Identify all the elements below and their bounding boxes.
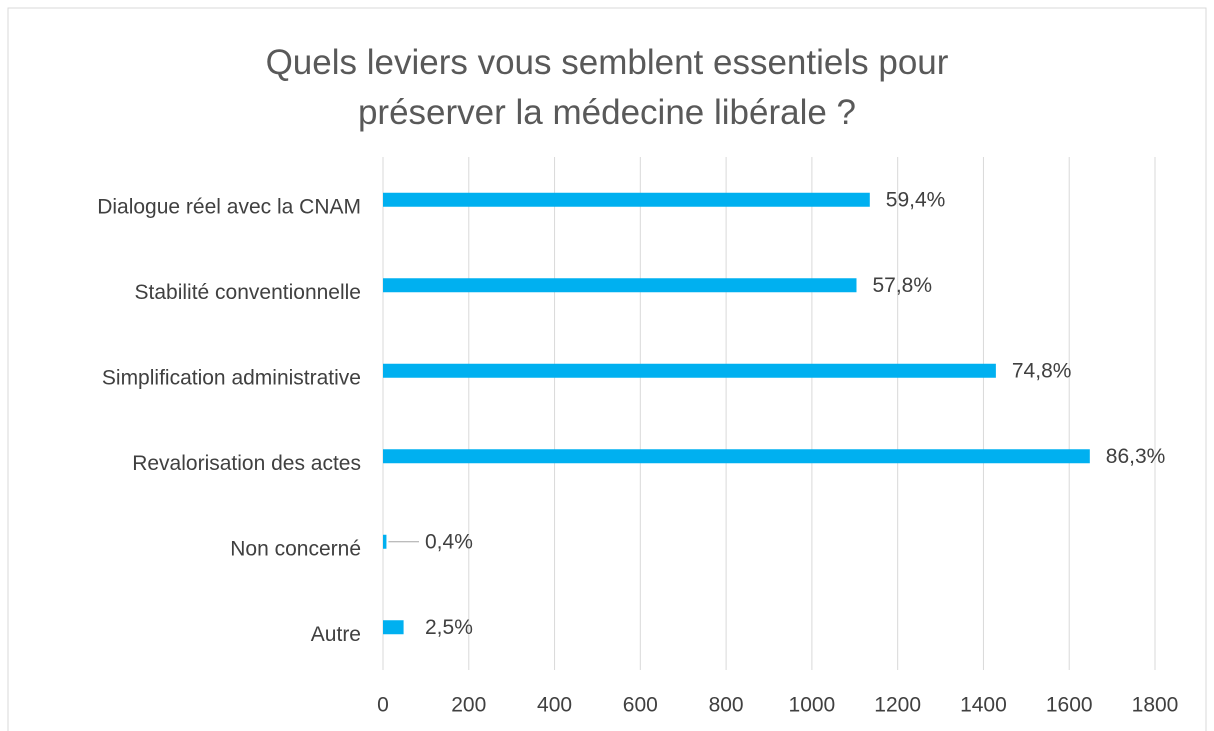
x-tick-label: 1200 bbox=[874, 694, 921, 717]
x-tick-label: 1400 bbox=[960, 694, 1007, 717]
x-tick-label: 600 bbox=[623, 694, 658, 717]
bar bbox=[383, 278, 857, 293]
y-tick-label: Non concerné bbox=[230, 537, 361, 560]
x-tick-label: 200 bbox=[451, 694, 486, 717]
y-tick-label: Simplification administrative bbox=[102, 366, 361, 389]
bar bbox=[383, 534, 387, 549]
x-tick-label: 1000 bbox=[789, 694, 836, 717]
x-tick-label: 1600 bbox=[1046, 694, 1093, 717]
data-label: 86,3% bbox=[1106, 445, 1166, 468]
data-label: 74,8% bbox=[1012, 359, 1072, 382]
data-label: 0,4% bbox=[425, 530, 473, 553]
x-tick-label: 800 bbox=[709, 694, 744, 717]
x-tick-label: 1800 bbox=[1132, 694, 1179, 717]
x-tick-label: 0 bbox=[377, 694, 389, 717]
y-tick-label: Stabilité conventionnelle bbox=[135, 281, 362, 304]
bar bbox=[383, 449, 1090, 464]
bar bbox=[383, 620, 404, 635]
bar bbox=[383, 192, 870, 207]
chart-title: Quels leviers vous semblent essentiels p… bbox=[265, 43, 949, 132]
x-tick-label: 400 bbox=[537, 694, 572, 717]
title-box: Quels leviers vous semblent essentiels p… bbox=[0, 38, 1214, 138]
chart-border bbox=[7, 7, 1207, 731]
y-tick-label: Autre bbox=[311, 623, 361, 646]
data-label: 57,8% bbox=[872, 274, 932, 297]
bar bbox=[383, 363, 996, 378]
data-label: 2,5% bbox=[425, 616, 473, 639]
y-tick-label: Dialogue réel avec la CNAM bbox=[97, 195, 361, 218]
y-tick-label: Revalorisation des actes bbox=[132, 452, 361, 475]
data-label: 59,4% bbox=[886, 188, 946, 211]
